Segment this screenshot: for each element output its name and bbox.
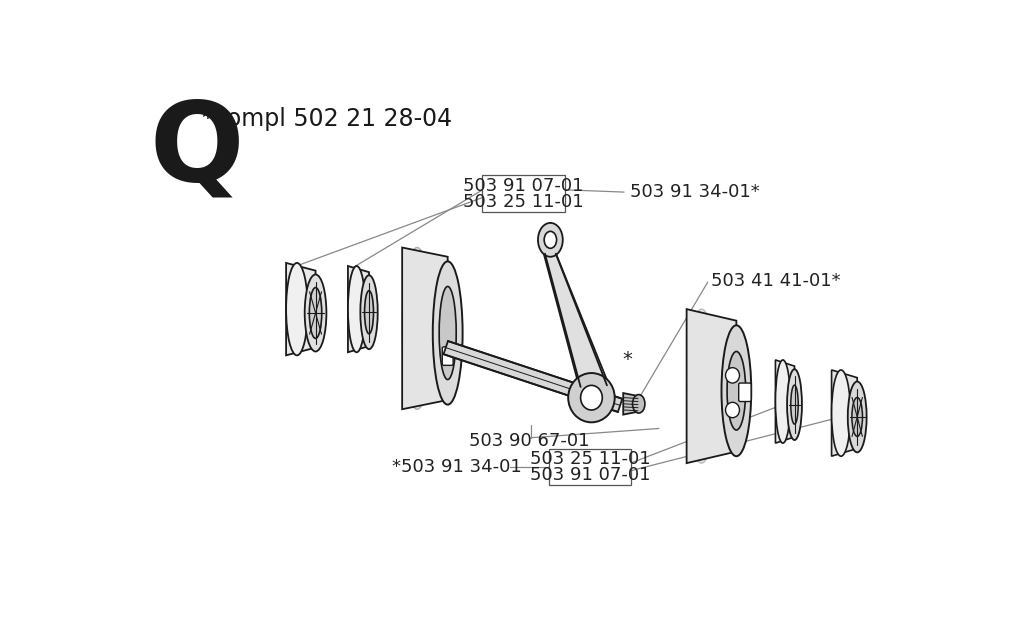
Text: 503 91 07-01: 503 91 07-01	[463, 176, 584, 194]
Ellipse shape	[360, 275, 378, 349]
Ellipse shape	[568, 373, 614, 422]
Text: *: *	[623, 350, 633, 369]
Ellipse shape	[727, 352, 745, 430]
Polygon shape	[624, 393, 639, 415]
Ellipse shape	[305, 274, 327, 352]
FancyBboxPatch shape	[482, 175, 564, 212]
Text: 503 25 11-01: 503 25 11-01	[463, 193, 584, 210]
Ellipse shape	[402, 248, 432, 409]
Ellipse shape	[538, 223, 563, 257]
Polygon shape	[544, 255, 608, 390]
Ellipse shape	[787, 369, 802, 440]
Ellipse shape	[722, 326, 752, 456]
Polygon shape	[286, 263, 315, 355]
Polygon shape	[775, 360, 795, 443]
Polygon shape	[831, 370, 857, 456]
Polygon shape	[687, 309, 736, 463]
Ellipse shape	[726, 368, 739, 383]
Text: 503 90 67-01: 503 90 67-01	[469, 432, 590, 450]
Ellipse shape	[348, 266, 366, 352]
Ellipse shape	[852, 397, 862, 436]
Ellipse shape	[581, 386, 602, 410]
FancyBboxPatch shape	[738, 383, 751, 402]
Polygon shape	[402, 248, 447, 409]
Polygon shape	[348, 266, 369, 352]
FancyBboxPatch shape	[549, 449, 631, 485]
Ellipse shape	[791, 385, 799, 424]
Ellipse shape	[848, 381, 866, 452]
Ellipse shape	[433, 261, 463, 405]
Text: 503 41 41-01*: 503 41 41-01*	[711, 272, 841, 290]
Ellipse shape	[439, 287, 457, 379]
Ellipse shape	[365, 291, 374, 334]
Ellipse shape	[286, 263, 308, 355]
Text: 503 25 11-01: 503 25 11-01	[529, 450, 650, 468]
Text: *compl 502 21 28-04: *compl 502 21 28-04	[202, 106, 452, 131]
Polygon shape	[443, 341, 623, 412]
Text: *503 91 34-01: *503 91 34-01	[391, 458, 521, 476]
Text: 503 91 07-01: 503 91 07-01	[529, 466, 650, 484]
Ellipse shape	[633, 394, 645, 413]
Text: 503 91 34-01*: 503 91 34-01*	[630, 183, 760, 201]
Ellipse shape	[309, 288, 322, 339]
FancyBboxPatch shape	[442, 347, 453, 365]
Ellipse shape	[544, 232, 557, 248]
Ellipse shape	[726, 402, 739, 418]
Ellipse shape	[775, 360, 791, 443]
Ellipse shape	[687, 309, 717, 463]
Ellipse shape	[831, 370, 850, 456]
Text: Q: Q	[150, 97, 244, 204]
